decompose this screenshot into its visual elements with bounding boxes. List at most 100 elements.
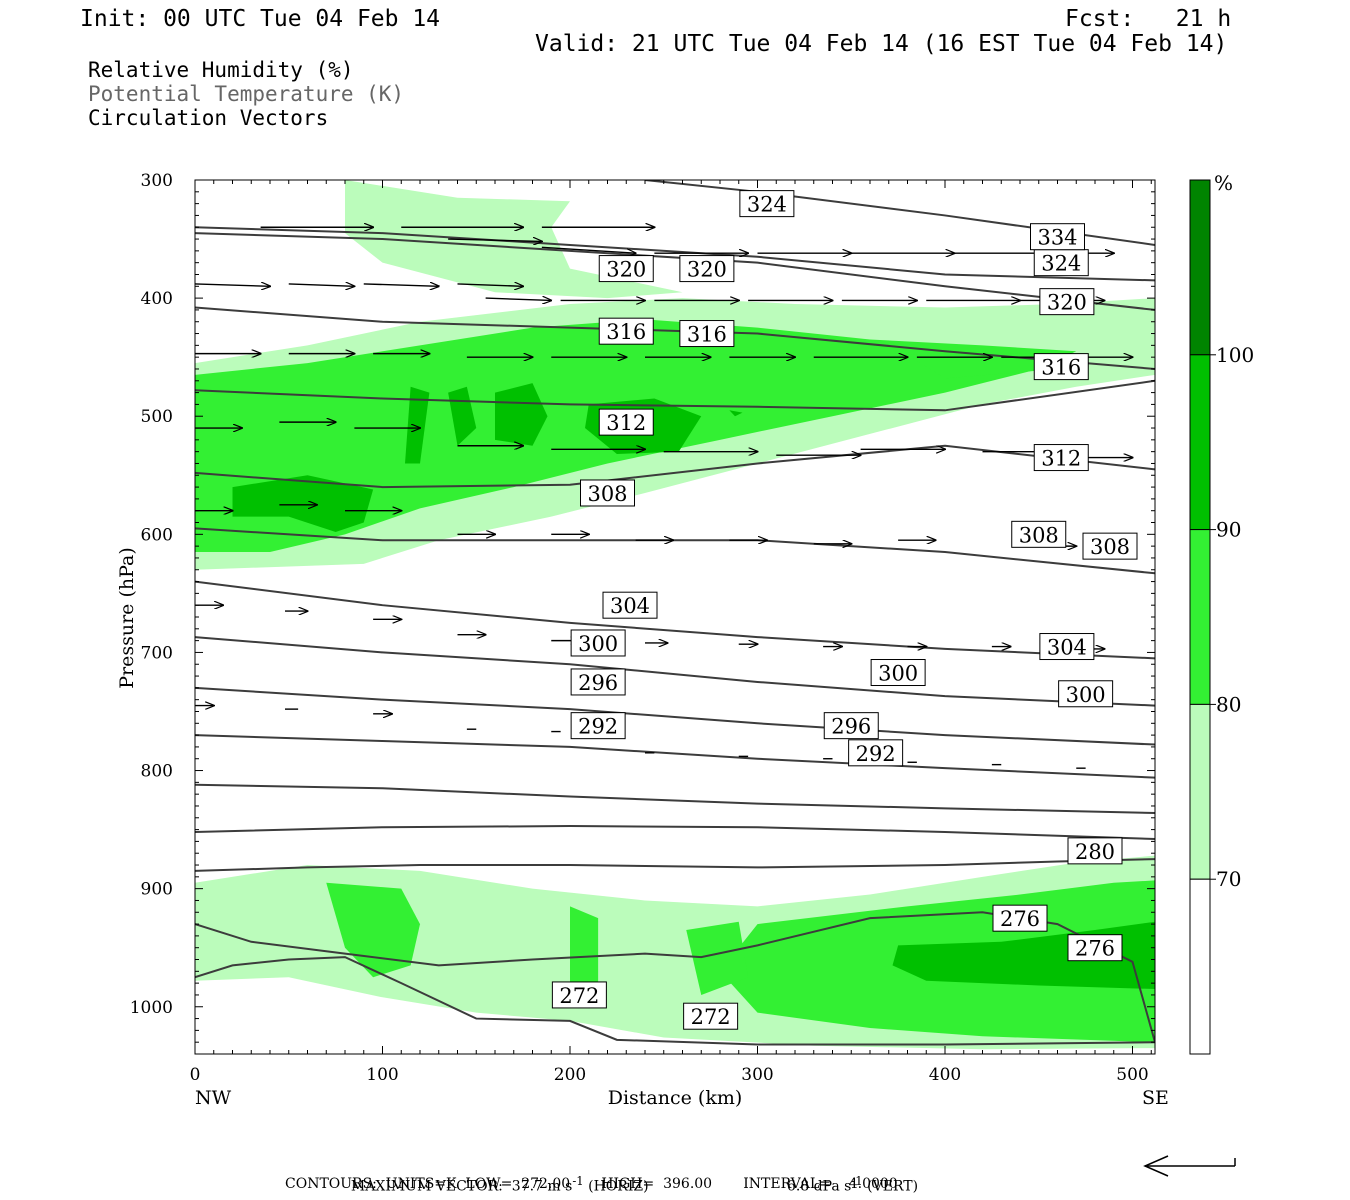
circulation-vector <box>195 284 270 286</box>
colorbar-band <box>1189 354 1211 531</box>
contour-label-text: 308 <box>1019 523 1059 547</box>
axes: 300 400 500 600 700 800 900 1000 0 100 200 300 400 50… <box>130 171 1155 1085</box>
contour-label-text: 300 <box>878 662 918 686</box>
theta-contour-312 <box>195 444 1155 489</box>
contour-label-text: 312 <box>1041 447 1081 471</box>
y-tick-label: 400 <box>141 289 173 309</box>
contour-label-box <box>570 629 626 657</box>
contour-label-304: 304 <box>1039 633 1095 661</box>
contour-label-box <box>602 591 658 619</box>
theta-contour-284 <box>195 825 1155 841</box>
x-end-label-right: SE <box>1142 1087 1169 1109</box>
rh-region-70 <box>345 180 683 299</box>
horiz-label: (HORIZ) <box>588 1178 649 1195</box>
contour-label-text: 304 <box>610 594 650 618</box>
contour-label-text: 292 <box>856 742 896 766</box>
init-time: Init: 00 UTC Tue 04 Feb 14 <box>80 6 441 32</box>
contour-label-text: 320 <box>1047 291 1087 315</box>
y-tick-label: 300 <box>141 171 173 191</box>
contour-label-box <box>848 739 904 767</box>
contour-label-text: 320 <box>687 258 727 282</box>
contour-label-304: 304 <box>602 591 658 619</box>
theta-contour-328 <box>195 226 1155 282</box>
contour-label-text: 308 <box>587 482 627 506</box>
contour-label-316: 316 <box>679 320 735 348</box>
contour-label-text: 308 <box>1090 535 1130 559</box>
contour-label-text: 292 <box>578 715 618 739</box>
contour-label-box <box>580 479 635 507</box>
colorbar: 100 90 80 70% <box>1189 171 1254 1055</box>
rh-region-80 <box>907 353 1058 379</box>
colorbar-band <box>1189 878 1211 1055</box>
contour-label-box <box>1033 353 1089 381</box>
theta-contour-320 <box>195 306 1155 370</box>
contour-label-box <box>1067 934 1123 962</box>
contour-label-text: 280 <box>1075 840 1115 864</box>
contour-label-box <box>1011 520 1067 548</box>
contour-label-text: 300 <box>1066 683 1106 707</box>
contour-label-box <box>1033 249 1089 277</box>
theta-contour-296 <box>195 686 1155 746</box>
contour-label-324: 324 <box>1033 249 1089 277</box>
x-tick-label: 300 <box>741 1065 773 1085</box>
contour-label-296: 296 <box>823 712 879 740</box>
valid-time: Valid: 21 UTC Tue 04 Feb 14 (16 EST Tue … <box>535 31 1228 57</box>
circulation-vector <box>288 284 355 286</box>
max-vector-text: MAXIMUM VECTOR: 37.7 m s <box>350 1178 573 1195</box>
contour-label-276: 276 <box>1067 934 1123 962</box>
circulation-vector <box>448 239 542 241</box>
theta-contour-324 <box>195 232 1155 311</box>
contour-label-text: 316 <box>1041 356 1081 380</box>
relative-humidity-fill <box>195 180 1155 1050</box>
contour-label-box <box>1082 532 1138 560</box>
rh-region-90 <box>495 383 548 446</box>
colorbar-level-label: 80 <box>1216 692 1241 716</box>
contour-label-316: 316 <box>598 317 654 345</box>
contour-label-box <box>823 712 879 740</box>
theta-contour-292 <box>195 734 1155 779</box>
contour-label-text: 296 <box>831 715 871 739</box>
contour-label-292: 292 <box>848 739 904 767</box>
contour-label-text: 272 <box>691 1005 731 1029</box>
contour-label-box <box>1039 288 1095 316</box>
contour-label-320: 320 <box>679 255 735 283</box>
vert-label: (VERT) <box>867 1178 919 1195</box>
contour-label-308: 308 <box>1011 520 1067 548</box>
contour-label-312: 312 <box>598 408 654 436</box>
x-axis-label: Distance (km) <box>608 1087 743 1109</box>
legend-circulation-vectors: Circulation Vectors <box>88 106 329 130</box>
theta-contour-272 <box>195 956 1155 1046</box>
contour-label-300: 300 <box>870 659 926 687</box>
theta-contour-300 <box>195 636 1155 707</box>
circulation-vector <box>485 298 552 300</box>
contour-label-box <box>1039 633 1095 661</box>
contour-label-box <box>570 668 626 696</box>
contour-label-text: 296 <box>578 671 618 695</box>
contour-label-272: 272 <box>551 981 607 1009</box>
contour-label-320: 320 <box>1039 288 1095 316</box>
legend-relative-humidity: Relative Humidity (%) <box>88 58 354 82</box>
contour-label-box <box>1067 837 1123 865</box>
circulation-vector <box>363 284 439 286</box>
vert-value: 6.8 dPa s <box>786 1178 852 1195</box>
contour-label-308: 308 <box>580 479 635 507</box>
rh-region-80 <box>570 906 599 990</box>
contour-label-334: 334 <box>1030 223 1085 251</box>
contour-label-292: 292 <box>570 712 626 740</box>
contour-label-text: 316 <box>606 320 646 344</box>
footer-max-vector: MAXIMUM VECTOR: 37.7 m s-1 (HORIZ) <box>350 1174 649 1195</box>
y-tick-label: 500 <box>141 407 173 427</box>
x-tick-label: 200 <box>554 1065 586 1085</box>
rh-region-90 <box>232 475 374 532</box>
colorbar-band <box>1189 529 1211 705</box>
y-tick-label: 700 <box>141 643 173 663</box>
footer-contours: CONTOURS: UNITS=K LOW= 272.00 HIGH= 396.… <box>285 1176 898 1192</box>
contour-label-text: 316 <box>687 323 727 347</box>
colorbar-band <box>1189 179 1211 356</box>
contour-label-box <box>683 1002 739 1030</box>
contour-label-box <box>870 659 926 687</box>
contour-labels: 272 272 276 276 280 292 292 296 296 300 300 300 304 3… <box>551 190 1138 1030</box>
contour-label-272: 272 <box>683 1002 739 1030</box>
x-tick-label: 400 <box>929 1065 961 1085</box>
